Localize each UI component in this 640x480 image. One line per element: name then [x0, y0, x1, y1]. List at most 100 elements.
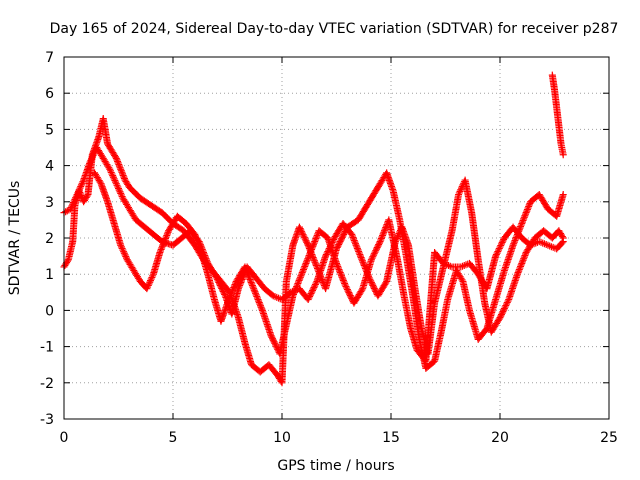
data-point [114, 159, 122, 167]
data-point [311, 282, 319, 290]
data-point [311, 238, 319, 246]
data-point [214, 277, 222, 285]
data-point [161, 236, 169, 244]
data-point [347, 293, 355, 301]
data-point [293, 281, 301, 289]
data-point [298, 228, 306, 236]
data-point [122, 253, 130, 261]
data-point [313, 231, 321, 239]
data-point [73, 191, 81, 199]
data-point [394, 231, 402, 239]
x-tick-label: 5 [169, 430, 178, 446]
data-point [510, 240, 518, 248]
data-point [63, 207, 71, 215]
data-point [497, 312, 505, 320]
axis-ticks: 0 5 10 15 20 25 -3 -2 -1 0 1 2 3 4 5 6 7 [40, 50, 618, 446]
data-point [227, 290, 235, 298]
data-point [367, 256, 375, 264]
data-point [339, 276, 347, 284]
data-point [303, 240, 311, 248]
data-point [518, 258, 526, 266]
data-point [378, 233, 386, 241]
data-point [120, 248, 128, 256]
data-point [340, 278, 348, 286]
data-point [72, 192, 80, 200]
data-point [254, 296, 262, 304]
data-point [357, 254, 365, 262]
data-point [149, 272, 157, 280]
data-point [117, 167, 125, 175]
data-point [69, 200, 77, 208]
data-point [518, 218, 526, 226]
data-point [348, 230, 356, 238]
data-point [113, 181, 121, 189]
data-point [351, 238, 359, 246]
data-point [301, 261, 309, 269]
data-point [455, 189, 463, 197]
data-point [303, 238, 311, 246]
data-point [304, 253, 312, 261]
data-point [160, 238, 168, 246]
data-point [370, 283, 378, 291]
data-point [342, 283, 350, 291]
data-point [493, 249, 501, 257]
data-point [324, 248, 332, 256]
data-point [341, 281, 349, 289]
data-point [310, 257, 318, 265]
data-point [338, 273, 346, 281]
data-point [311, 258, 319, 266]
data-point [78, 179, 86, 187]
data-point [497, 240, 505, 248]
data-point [162, 233, 170, 241]
data-point [517, 223, 525, 231]
data-point [482, 326, 490, 334]
data-point [221, 290, 229, 298]
data-point [230, 282, 238, 290]
data-point [379, 230, 387, 238]
data-point [105, 164, 113, 172]
data-point [492, 251, 500, 259]
y-tick-label: 3 [45, 195, 54, 211]
data-point [503, 299, 511, 307]
data-point [121, 251, 129, 259]
data-point [312, 235, 320, 243]
data-point [118, 193, 126, 201]
data-point [212, 272, 220, 280]
data-point [333, 261, 341, 269]
data-point [310, 283, 318, 291]
data-point [558, 233, 566, 241]
data-point [297, 272, 305, 280]
data-point [352, 241, 360, 249]
data-point [243, 269, 251, 277]
data-point [298, 269, 306, 277]
data-point [255, 299, 263, 307]
data-point [228, 288, 236, 296]
data-point [289, 292, 297, 300]
data-point [114, 157, 122, 165]
data-point [503, 300, 511, 308]
data-point [120, 173, 128, 181]
data-point [306, 250, 314, 258]
y-tick-label: -2 [40, 376, 54, 392]
data-point [249, 283, 257, 291]
data-point [71, 195, 79, 203]
y-tick-label: 7 [45, 50, 54, 66]
data-point [358, 257, 366, 265]
data-point [333, 259, 340, 267]
data-point [88, 153, 96, 161]
data-point [298, 270, 306, 278]
data-point [227, 291, 235, 299]
data-point [308, 245, 316, 253]
data-point [117, 243, 125, 251]
data-point [353, 244, 361, 252]
data-point [224, 298, 232, 306]
data-point [72, 194, 80, 202]
data-point [108, 170, 116, 178]
data-point [297, 226, 305, 234]
data-point [518, 259, 526, 267]
data-point [511, 237, 519, 245]
data-point [147, 275, 155, 283]
data-point [226, 293, 234, 301]
data-point [300, 264, 308, 272]
data-point [79, 178, 87, 186]
